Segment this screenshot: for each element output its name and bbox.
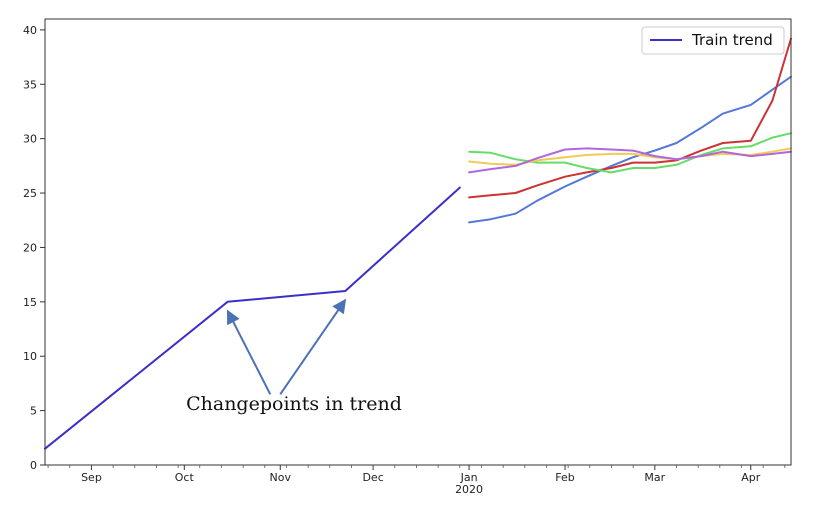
x-tick-label-oct: Oct bbox=[175, 471, 195, 484]
y-tick-label-10: 10 bbox=[23, 350, 37, 363]
y-tick-label-0: 0 bbox=[30, 459, 37, 472]
legend-label-train-trend: Train trend bbox=[691, 31, 773, 49]
series-line-6 bbox=[468, 147, 792, 174]
x-tick-label-feb: Feb bbox=[555, 471, 574, 484]
series-layer bbox=[44, 37, 792, 450]
x-tick-label-sep: Sep bbox=[81, 471, 102, 484]
x-tick-label-nov: Nov bbox=[270, 471, 292, 484]
series-line-1 bbox=[44, 186, 461, 450]
series-line-2 bbox=[468, 75, 792, 224]
annotation-text: Changepoints in trend bbox=[186, 393, 402, 415]
legend-box bbox=[641, 26, 785, 55]
x-tick-label-apr: Apr bbox=[741, 471, 761, 484]
y-tick-label-35: 35 bbox=[23, 78, 37, 91]
series-line-3 bbox=[468, 37, 792, 199]
plot-frame bbox=[44, 18, 792, 466]
x-tick-label-jan: Jan bbox=[460, 471, 478, 484]
plot-area bbox=[45, 19, 791, 465]
y-axis: 0 5 10 15 20 25 30 35 40 bbox=[23, 24, 45, 472]
x-tick-label-mar: Mar bbox=[644, 471, 665, 484]
legend: Train trend bbox=[641, 26, 785, 55]
series-line-4 bbox=[468, 132, 792, 174]
x-tick-sublabel-2020: 2020 bbox=[455, 483, 483, 496]
y-tick-label-20: 20 bbox=[23, 241, 37, 254]
y-tick-label-25: 25 bbox=[23, 187, 37, 200]
annotation-layer: Changepoints in trend bbox=[186, 298, 402, 415]
y-tick-label-5: 5 bbox=[30, 405, 37, 418]
annotation-arrow-2 bbox=[279, 298, 347, 395]
y-tick-label-30: 30 bbox=[23, 133, 37, 146]
y-tick-label-40: 40 bbox=[23, 24, 37, 37]
y-tick-label-15: 15 bbox=[23, 296, 37, 309]
annotation-arrow-1 bbox=[226, 309, 272, 395]
x-tick-label-dec: Dec bbox=[362, 471, 383, 484]
